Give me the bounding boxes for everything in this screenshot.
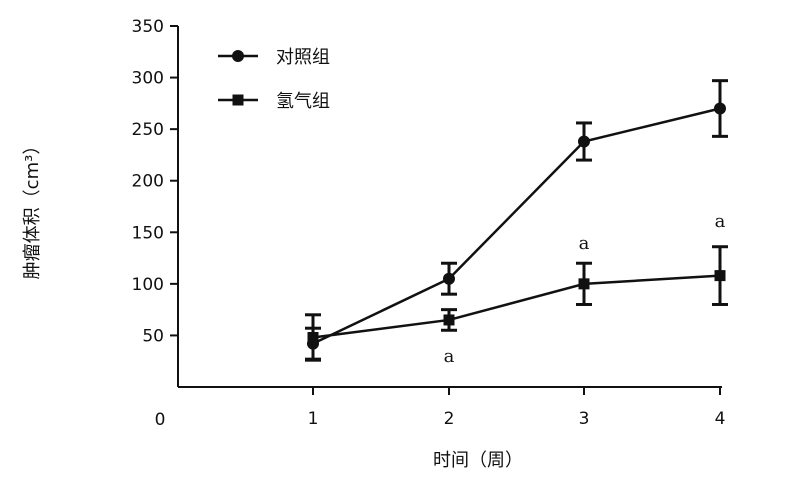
y-tick-label: 50	[142, 326, 164, 346]
y-tick-label: 350	[132, 17, 164, 37]
legend-item: 氢气组	[218, 91, 330, 112]
x-axis-title: 时间（周）	[433, 450, 523, 471]
y-axis-title: 肿瘤体积（cm³）	[22, 137, 43, 280]
legend-marker	[233, 95, 244, 106]
data-point	[444, 314, 455, 325]
y-tick-label: 100	[132, 275, 164, 295]
series-2	[305, 247, 728, 360]
series-layer	[305, 81, 728, 361]
data-point	[715, 270, 726, 281]
significance-mark: a	[579, 233, 590, 254]
origin-tick-label: 0	[155, 410, 166, 430]
significance-mark: a	[444, 346, 455, 367]
legend-label: 对照组	[276, 47, 330, 68]
series-line	[313, 276, 720, 338]
significance-mark: a	[715, 211, 726, 232]
tumor-volume-chart: 50 100 150 200 250 300 350 1 2 3 4 0 肿瘤体积（cm³） 时间…	[0, 0, 800, 478]
data-point	[579, 278, 590, 289]
x-ticks: 1 2 3 4	[308, 387, 726, 429]
data-point	[578, 136, 590, 148]
data-point	[308, 332, 319, 343]
y-tick-label: 250	[132, 120, 164, 140]
x-tick-label: 3	[579, 409, 590, 429]
x-tick-label: 4	[715, 409, 726, 429]
legend-item: 对照组	[218, 47, 330, 68]
axes	[178, 26, 722, 387]
legend-marker	[232, 50, 244, 62]
y-tick-label: 200	[132, 172, 164, 192]
y-ticks: 50 100 150 200 250 300 350	[132, 17, 178, 346]
series-line	[313, 109, 720, 344]
y-tick-label: 300	[132, 69, 164, 89]
legend-label: 氢气组	[276, 91, 330, 112]
data-point	[443, 273, 455, 285]
y-tick-label: 150	[132, 223, 164, 243]
data-point	[714, 103, 726, 115]
x-tick-label: 2	[444, 409, 455, 429]
x-tick-label: 1	[308, 409, 319, 429]
series-1	[305, 81, 728, 359]
